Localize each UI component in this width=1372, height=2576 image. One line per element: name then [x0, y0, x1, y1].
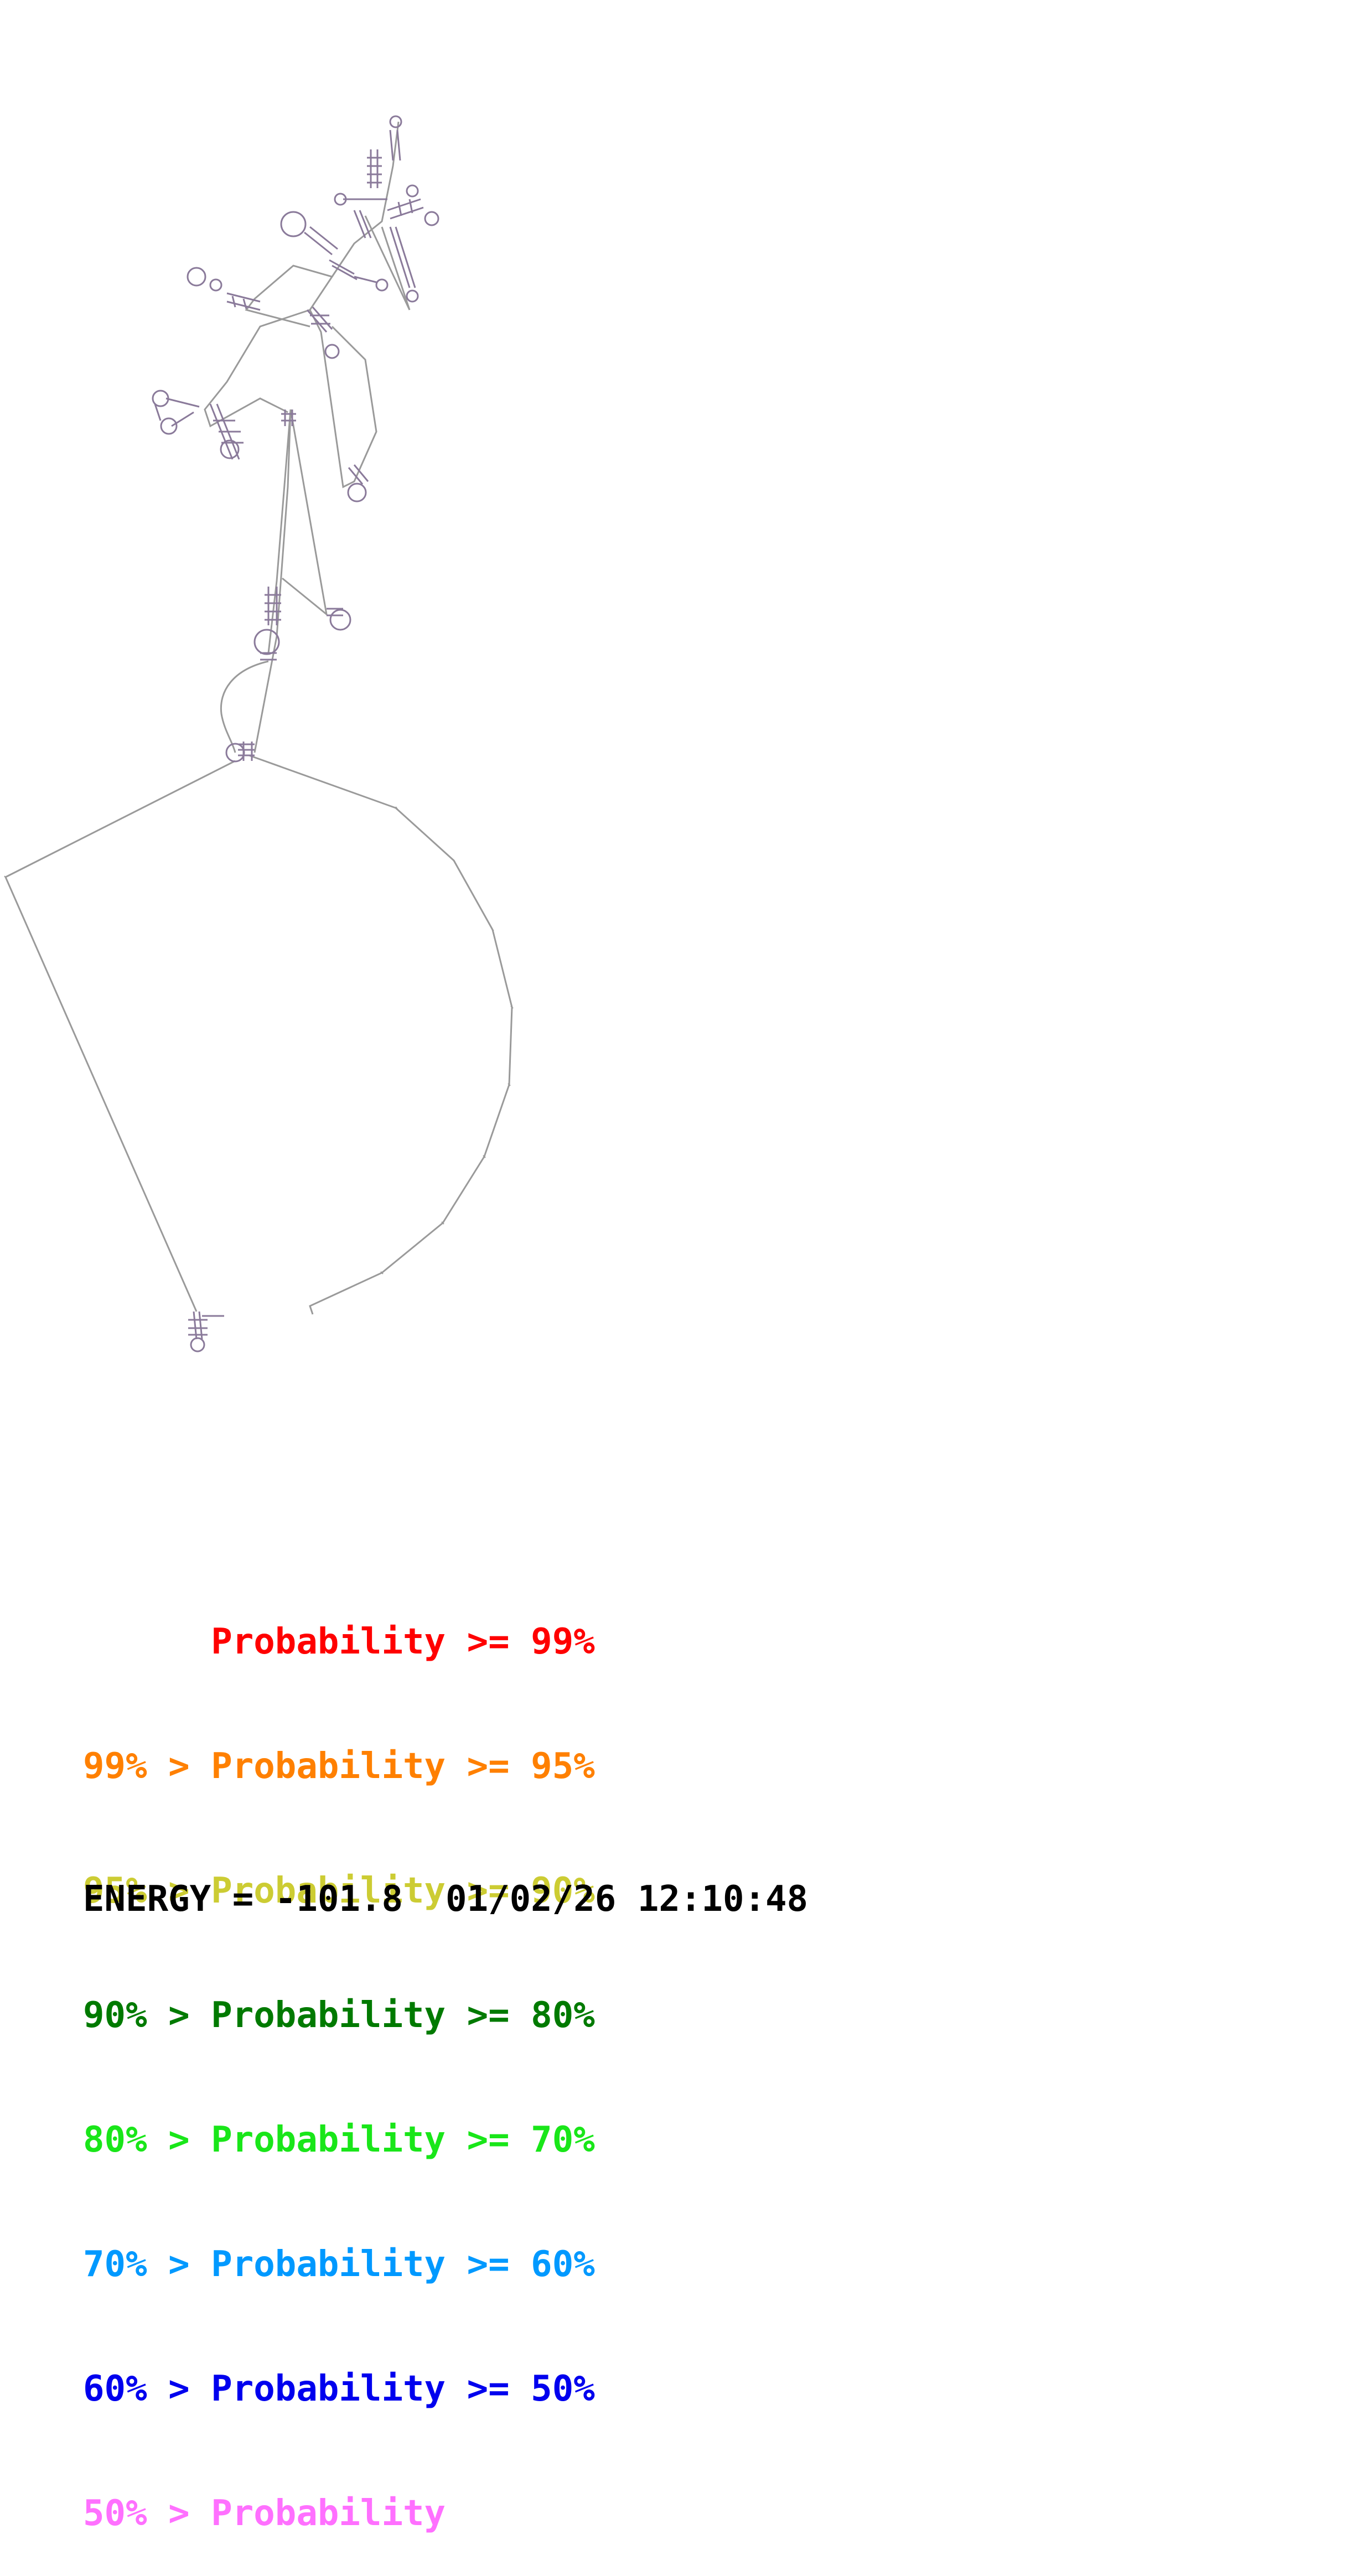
hairpin-upper-left [187, 267, 206, 287]
legend-label: Probability [211, 1870, 446, 1911]
stem-mid-2 [260, 652, 277, 661]
legend-row: 80% > Probability >= 70% [83, 2119, 595, 2161]
hairpin-junction-1360 [225, 743, 245, 763]
backbone-upper-right [309, 309, 377, 489]
legend-prefix: 95% > [83, 1870, 190, 1911]
stem-top-left [304, 226, 338, 256]
legend-prefix: 60% > [83, 2368, 190, 2409]
legend-suffix: >= 60% [467, 2244, 595, 2285]
legend-label: Probability [211, 2244, 446, 2285]
stem-right-long [389, 226, 416, 288]
legend-label: Probability [211, 2493, 446, 2534]
backbone-upper-left [204, 309, 310, 428]
hairpin-mid-1 [253, 629, 280, 655]
backbone-right-branch [282, 409, 328, 616]
hairpin-upper-core [324, 344, 340, 359]
legend-label: Probability [211, 2368, 446, 2409]
hairpin-left-2 [152, 390, 169, 407]
legend-suffix: >= 95% [467, 1746, 595, 1787]
backbone-loop-520 [220, 660, 269, 753]
backbone-left-long-strand [4, 760, 236, 1312]
hairpin-right-1110 [329, 609, 351, 631]
legend-label: Probability [211, 1621, 446, 1662]
backbone-middle-strands [253, 409, 292, 753]
backbone-upper-top [331, 121, 400, 277]
legend-row: 90% > Probability >= 80% [83, 1995, 595, 2036]
stem-top-vertical [367, 149, 382, 188]
stem-bottom [188, 1311, 208, 1340]
legend-row: 50% > Probability [83, 2493, 595, 2534]
backbone-upper-diag [364, 215, 411, 310]
stem-left-cluster [209, 403, 244, 460]
legend-suffix: >= 70% [467, 2119, 595, 2160]
legend-prefix: 80% > [83, 2119, 190, 2160]
legend-label: Probability [211, 1995, 446, 2036]
hairpin-mid-cluster [334, 193, 347, 206]
hairpin-upper-branch [375, 278, 389, 292]
legend-row: 60% > Probability >= 50% [83, 2368, 595, 2410]
legend-row: 95% > Probability >= 90% [83, 1870, 595, 1912]
legend-prefix: 90% > [83, 1995, 190, 2036]
legend-row: Probability >= 99% [83, 1621, 595, 1663]
stem-mid-cluster [343, 198, 387, 239]
stem-top-upper [389, 129, 401, 161]
stem-junction-1360 [238, 742, 255, 761]
tick-marks [4, 806, 514, 1274]
backbone-right-arc [248, 754, 513, 1315]
stem-glyphs [152, 115, 439, 1352]
legend-prefix: 50% > [83, 2493, 190, 2534]
hairpin-640-880 [347, 483, 367, 502]
legend-suffix: >= 99% [467, 1621, 595, 1662]
legend-row: 70% > Probability >= 60% [83, 2244, 595, 2285]
stem-upper-left [226, 292, 261, 311]
probability-legend: Probability >= 99% 99% > Probability >= … [83, 1538, 595, 2576]
stem-mid-1 [265, 587, 281, 625]
legend-row: 99% > Probability >= 95% [83, 1746, 595, 1787]
legend-label: Probability [211, 1746, 446, 1787]
hairpin-left-1 [220, 439, 240, 459]
hairpin-top-left [280, 211, 307, 237]
legend-label: Probability [211, 2119, 446, 2160]
hairpin-upper-left-2 [209, 278, 222, 292]
legend-prefix: 70% > [83, 2244, 190, 2285]
stem-upper-branch [329, 259, 377, 283]
rna-secondary-structure [4, 115, 514, 1352]
hairpin-right-3 [406, 289, 419, 303]
stem-right-cluster [387, 198, 424, 220]
legend-suffix: >= 50% [467, 2368, 595, 2409]
legend-suffix: >= 80% [467, 1995, 595, 2036]
hairpin-top [389, 115, 402, 128]
hairpin-left-3 [160, 417, 178, 435]
stem-520-740 [281, 410, 296, 426]
stem-right-1110 [327, 608, 343, 616]
stem-left-arms [154, 397, 200, 427]
hairpin-bottom [190, 1337, 205, 1352]
hairpin-right-1 [424, 211, 439, 226]
energy-line: ENERGY = -101.8 01/02/26 12:10:48 [83, 1879, 809, 1920]
stem-upper-core [306, 307, 333, 333]
backbone-upper-core [245, 265, 334, 328]
legend-suffix: >= 90% [467, 1870, 595, 1911]
hairpin-right-2 [406, 184, 419, 198]
stem-640-880 [348, 464, 369, 485]
legend-prefix: 99% > [83, 1746, 190, 1787]
